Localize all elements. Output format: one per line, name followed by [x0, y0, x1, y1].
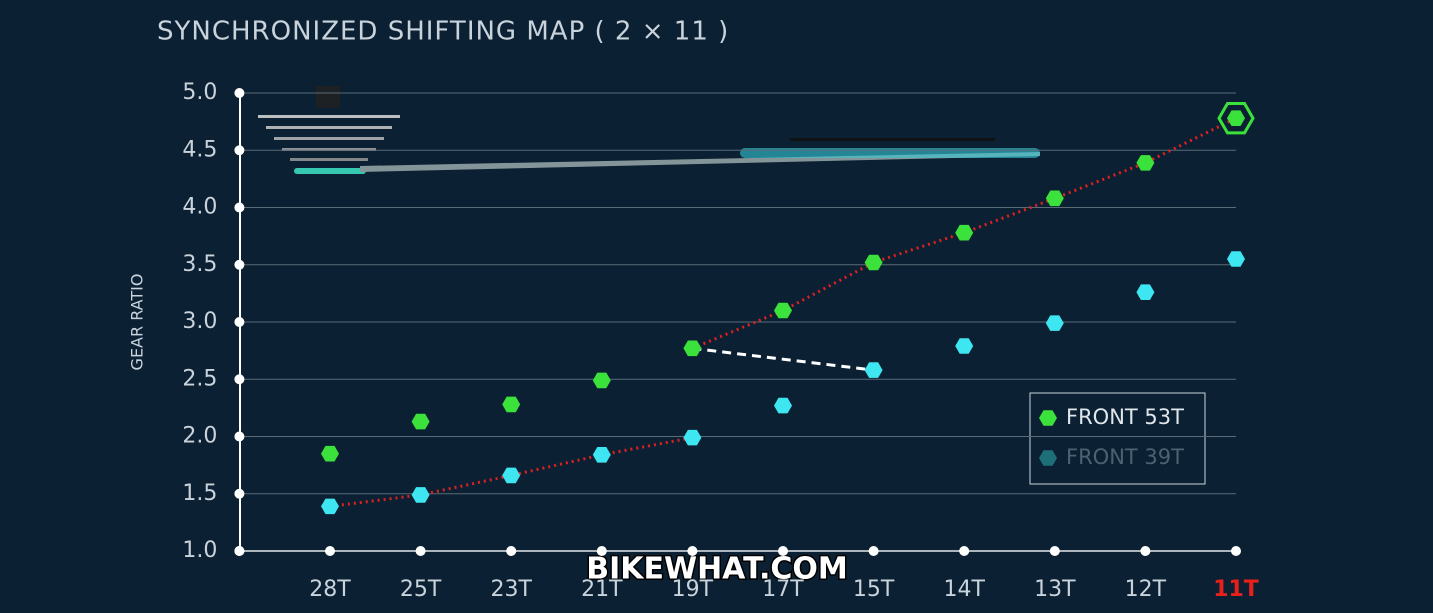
y-tick-label: 1.0 [182, 538, 217, 563]
highlight-ring [1217, 102, 1255, 135]
data-point [683, 340, 702, 357]
cassette-cog [266, 126, 392, 129]
x-tick-label: 25T [400, 577, 442, 602]
legend-box [1029, 392, 1206, 485]
data-point [321, 498, 339, 515]
y-tick-label: 4.5 [182, 137, 217, 162]
cassette-lockring [316, 86, 340, 108]
y-tick-mark [234, 259, 245, 270]
y-tick-mark [234, 202, 245, 213]
data-point [502, 467, 521, 484]
x-tick-label: 13T [1034, 577, 1076, 602]
legend-marker [1039, 450, 1057, 466]
watermark: BIKEWHAT.COM [586, 552, 848, 587]
x-tick-mark [868, 546, 879, 556]
y-tick-mark [234, 374, 245, 385]
cassette-cog [294, 168, 366, 174]
data-point [592, 447, 611, 463]
y-tick-label: 3.5 [182, 252, 217, 277]
data-point [774, 397, 792, 414]
data-point [592, 372, 611, 389]
data-point [683, 429, 702, 446]
x-tick-label: 11T [1213, 577, 1259, 602]
x-tick-label: 19T [672, 577, 714, 602]
x-tick-mark [1049, 546, 1060, 556]
chainring [740, 148, 1040, 158]
y-tick-mark [234, 145, 245, 156]
shift-path [692, 346, 874, 372]
data-point [1227, 110, 1245, 126]
data-point [864, 362, 883, 378]
data-point [774, 302, 792, 319]
legend-marker [1039, 410, 1057, 426]
data-point [411, 487, 430, 503]
legend-label: FRONT 39T [1066, 445, 1184, 469]
x-tick-mark [1140, 546, 1151, 556]
chainring [790, 138, 995, 141]
y-tick-mark [234, 317, 245, 327]
data-point [1227, 251, 1245, 267]
x-tick-mark [596, 546, 607, 556]
x-tick-label: 14T [943, 577, 985, 602]
x-axis-origin [234, 546, 245, 556]
y-tick-label: 2.5 [182, 366, 217, 391]
y-tick-label: 5.0 [182, 80, 217, 105]
y-tick-label: 3.0 [182, 309, 217, 334]
y-tick-mark [234, 488, 245, 499]
cassette-cog [274, 137, 384, 140]
x-tick-mark [778, 546, 788, 556]
data-point [411, 413, 430, 430]
y-axis-label: GEAR RATIO [128, 274, 147, 371]
x-tick-mark [1231, 546, 1241, 556]
chart-title: SYNCHRONIZED SHIFTING MAP ( 2 × 11 ) [157, 17, 729, 47]
x-tick-mark [415, 546, 426, 556]
data-point [1136, 284, 1155, 300]
x-tick-mark [506, 546, 517, 556]
data-point [955, 338, 974, 354]
data-point [1045, 315, 1064, 331]
y-tick-label: 4.0 [182, 195, 217, 220]
x-tick-label: 28T [309, 577, 351, 602]
x-tick-label: 12T [1125, 577, 1167, 602]
x-tick-label: 23T [490, 577, 532, 602]
cassette-cog [282, 148, 376, 151]
data-point [955, 224, 974, 241]
x-tick-mark [325, 546, 335, 556]
data-point [1045, 190, 1064, 207]
x-tick-mark [959, 546, 970, 556]
y-tick-mark [234, 431, 245, 442]
cassette-cog [290, 158, 368, 161]
y-tick-label: 1.5 [182, 481, 217, 506]
y-tick-label: 2.0 [182, 424, 217, 449]
data-point [864, 254, 883, 271]
data-point [1136, 155, 1155, 171]
x-tick-mark [687, 546, 698, 556]
x-tick-label: 15T [853, 577, 895, 602]
x-tick-label: 17T [762, 577, 804, 602]
trend-line [329, 436, 693, 508]
y-tick-mark [234, 88, 245, 98]
data-point [502, 396, 521, 413]
data-point [321, 445, 339, 462]
cassette-cog [258, 115, 400, 118]
legend-label: FRONT 53T [1066, 405, 1184, 429]
x-tick-label: 21T [581, 577, 623, 602]
